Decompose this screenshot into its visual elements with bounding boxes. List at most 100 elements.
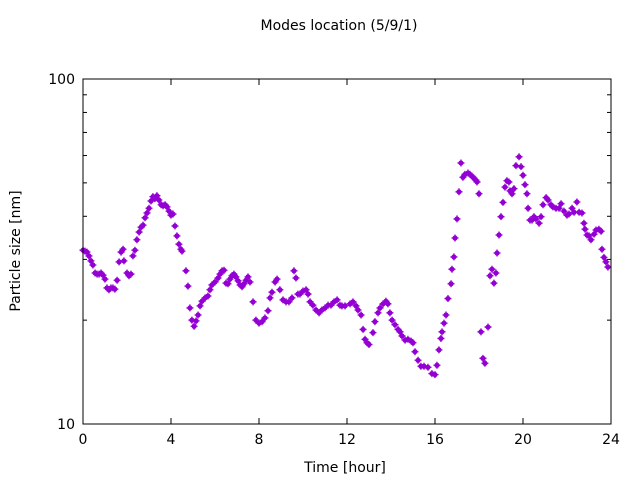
data-point bbox=[597, 227, 605, 235]
data-point bbox=[486, 272, 494, 280]
y-axis-label: Particle size [nm] bbox=[8, 190, 24, 311]
data-point bbox=[139, 221, 147, 229]
data-point bbox=[135, 228, 143, 236]
data-point bbox=[374, 309, 382, 317]
data-point bbox=[304, 290, 312, 298]
data-point bbox=[292, 274, 300, 282]
data-point bbox=[155, 196, 163, 204]
data-point bbox=[141, 214, 149, 222]
data-point bbox=[232, 273, 240, 281]
data-point bbox=[147, 197, 155, 205]
data-point bbox=[517, 163, 525, 171]
data-point bbox=[302, 286, 310, 294]
data-point bbox=[481, 359, 489, 367]
data-point bbox=[424, 363, 432, 371]
data-point bbox=[388, 316, 396, 324]
data-point bbox=[376, 304, 384, 312]
data-point bbox=[484, 323, 492, 331]
data-point bbox=[581, 225, 589, 233]
data-point bbox=[585, 232, 593, 240]
data-point bbox=[519, 171, 527, 179]
data-point bbox=[111, 285, 119, 293]
data-point bbox=[365, 340, 373, 348]
tick-labels: 0 4 8 12 16 20 24 10 100 bbox=[48, 72, 620, 448]
data-point bbox=[508, 190, 516, 198]
x-tick-label: 0 bbox=[79, 432, 88, 448]
data-point bbox=[249, 298, 257, 306]
data-point bbox=[555, 204, 563, 212]
data-point bbox=[510, 185, 518, 193]
data-point bbox=[521, 181, 529, 189]
data-point bbox=[501, 183, 509, 191]
data-point bbox=[587, 236, 595, 244]
data-point bbox=[89, 261, 97, 269]
data-point bbox=[341, 302, 349, 310]
data-point bbox=[475, 190, 483, 198]
data-point bbox=[153, 192, 161, 200]
data-point bbox=[143, 209, 151, 217]
plot-frame bbox=[82, 78, 612, 425]
data-point bbox=[309, 301, 317, 309]
data-point bbox=[186, 304, 194, 312]
data-point bbox=[173, 232, 181, 240]
data-point bbox=[369, 329, 377, 337]
data-point bbox=[414, 356, 422, 364]
data-point bbox=[437, 334, 445, 342]
data-point bbox=[115, 258, 123, 266]
data-point bbox=[266, 294, 274, 302]
data-point bbox=[87, 257, 95, 265]
data-point bbox=[453, 215, 461, 223]
data-point bbox=[442, 311, 450, 319]
data-point bbox=[357, 311, 365, 319]
data-point bbox=[544, 196, 552, 204]
data-point bbox=[435, 346, 443, 354]
data-point bbox=[479, 354, 487, 362]
data-point bbox=[386, 309, 394, 317]
data-point bbox=[570, 208, 578, 216]
data-point bbox=[433, 361, 441, 369]
data-point bbox=[127, 270, 135, 278]
chart-title: Modes location (5/9/1) bbox=[261, 18, 418, 34]
data-point bbox=[411, 348, 419, 356]
data-point bbox=[438, 328, 446, 336]
data-point bbox=[258, 318, 266, 326]
data-point bbox=[444, 295, 452, 303]
data-point bbox=[273, 275, 281, 283]
data-point bbox=[352, 302, 360, 310]
data-point bbox=[492, 269, 500, 277]
x-tick-label: 20 bbox=[514, 432, 532, 448]
data-point bbox=[133, 236, 141, 244]
data-point bbox=[573, 198, 581, 206]
data-point bbox=[568, 204, 576, 212]
data-point bbox=[477, 328, 485, 336]
data-point bbox=[101, 275, 109, 283]
data-point bbox=[473, 178, 481, 186]
data-point bbox=[192, 317, 200, 325]
data-point bbox=[246, 278, 254, 286]
data-point bbox=[565, 210, 573, 218]
data-point bbox=[515, 153, 523, 161]
data-point bbox=[204, 292, 212, 300]
data-point bbox=[457, 159, 465, 167]
data-point bbox=[398, 332, 406, 340]
data-point bbox=[224, 280, 232, 288]
data-point bbox=[539, 201, 547, 209]
data-point bbox=[268, 288, 276, 296]
data-point bbox=[120, 257, 128, 265]
data-point bbox=[206, 286, 214, 294]
y-tick-label: 100 bbox=[48, 72, 75, 88]
data-point bbox=[447, 280, 455, 288]
x-axis-label: Time [hour] bbox=[303, 460, 386, 476]
x-tick-label: 24 bbox=[602, 432, 620, 448]
data-point bbox=[488, 265, 496, 273]
data-point bbox=[234, 277, 242, 285]
data-point bbox=[220, 266, 228, 274]
data-point bbox=[497, 213, 505, 221]
data-point bbox=[285, 298, 293, 306]
x-tick-label: 12 bbox=[338, 432, 356, 448]
data-point bbox=[451, 234, 459, 242]
data-point bbox=[184, 282, 192, 290]
data-point bbox=[182, 267, 190, 275]
data-point bbox=[113, 276, 121, 284]
